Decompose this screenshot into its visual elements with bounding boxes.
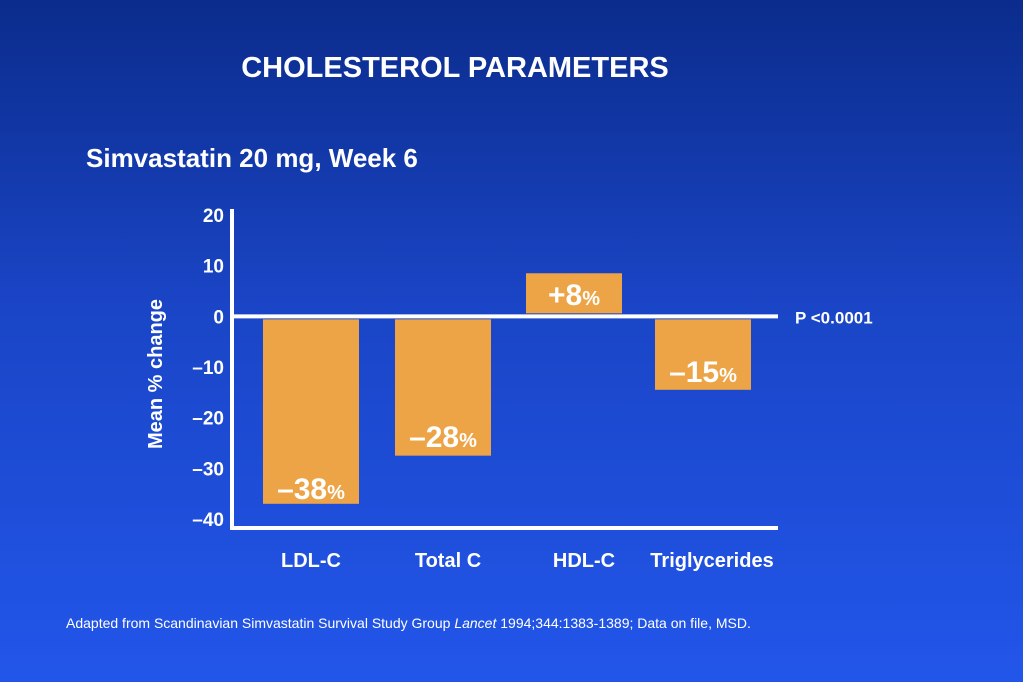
bar-total-c — [395, 319, 491, 456]
slide-subtitle: Simvastatin 20 mg, Week 6 — [86, 143, 418, 173]
bar-hdl-c — [526, 273, 622, 314]
footnote-citation: 1994;344:1383-1389; Data on file, MSD. — [496, 615, 751, 631]
x-tick-label: LDL-C — [281, 550, 341, 572]
bar-triglycerides — [655, 319, 751, 390]
y-tick-label: –10 — [192, 358, 224, 379]
data-label: –15% — [669, 356, 737, 389]
y-axis-title: Mean % change — [145, 299, 167, 449]
y-tick-label: –20 — [192, 409, 224, 430]
x-tick-label: Total C — [415, 550, 481, 572]
slide-title: CHOLESTEROL PARAMETERS — [241, 52, 669, 84]
y-tick-label: 10 — [203, 257, 224, 278]
x-tick-label: HDL-C — [553, 550, 615, 572]
y-tick-label: –30 — [192, 459, 224, 480]
footnote-text: Adapted from Scandinavian Simvastatin Su… — [66, 615, 455, 631]
source-footnote: Adapted from Scandinavian Simvastatin Su… — [66, 615, 751, 631]
x-tick-label: Triglycerides — [650, 550, 773, 572]
footnote-journal: Lancet — [454, 615, 497, 631]
data-label: +8% — [548, 279, 600, 312]
y-tick-label: 20 — [203, 206, 224, 227]
y-tick-label: 0 — [213, 307, 224, 328]
p-value-annotation: P <0.0001 — [795, 308, 873, 327]
data-label: –38% — [277, 473, 345, 506]
data-label: –28% — [409, 421, 477, 454]
bar-ldl-c — [263, 319, 359, 504]
y-tick-label: –40 — [192, 510, 224, 531]
